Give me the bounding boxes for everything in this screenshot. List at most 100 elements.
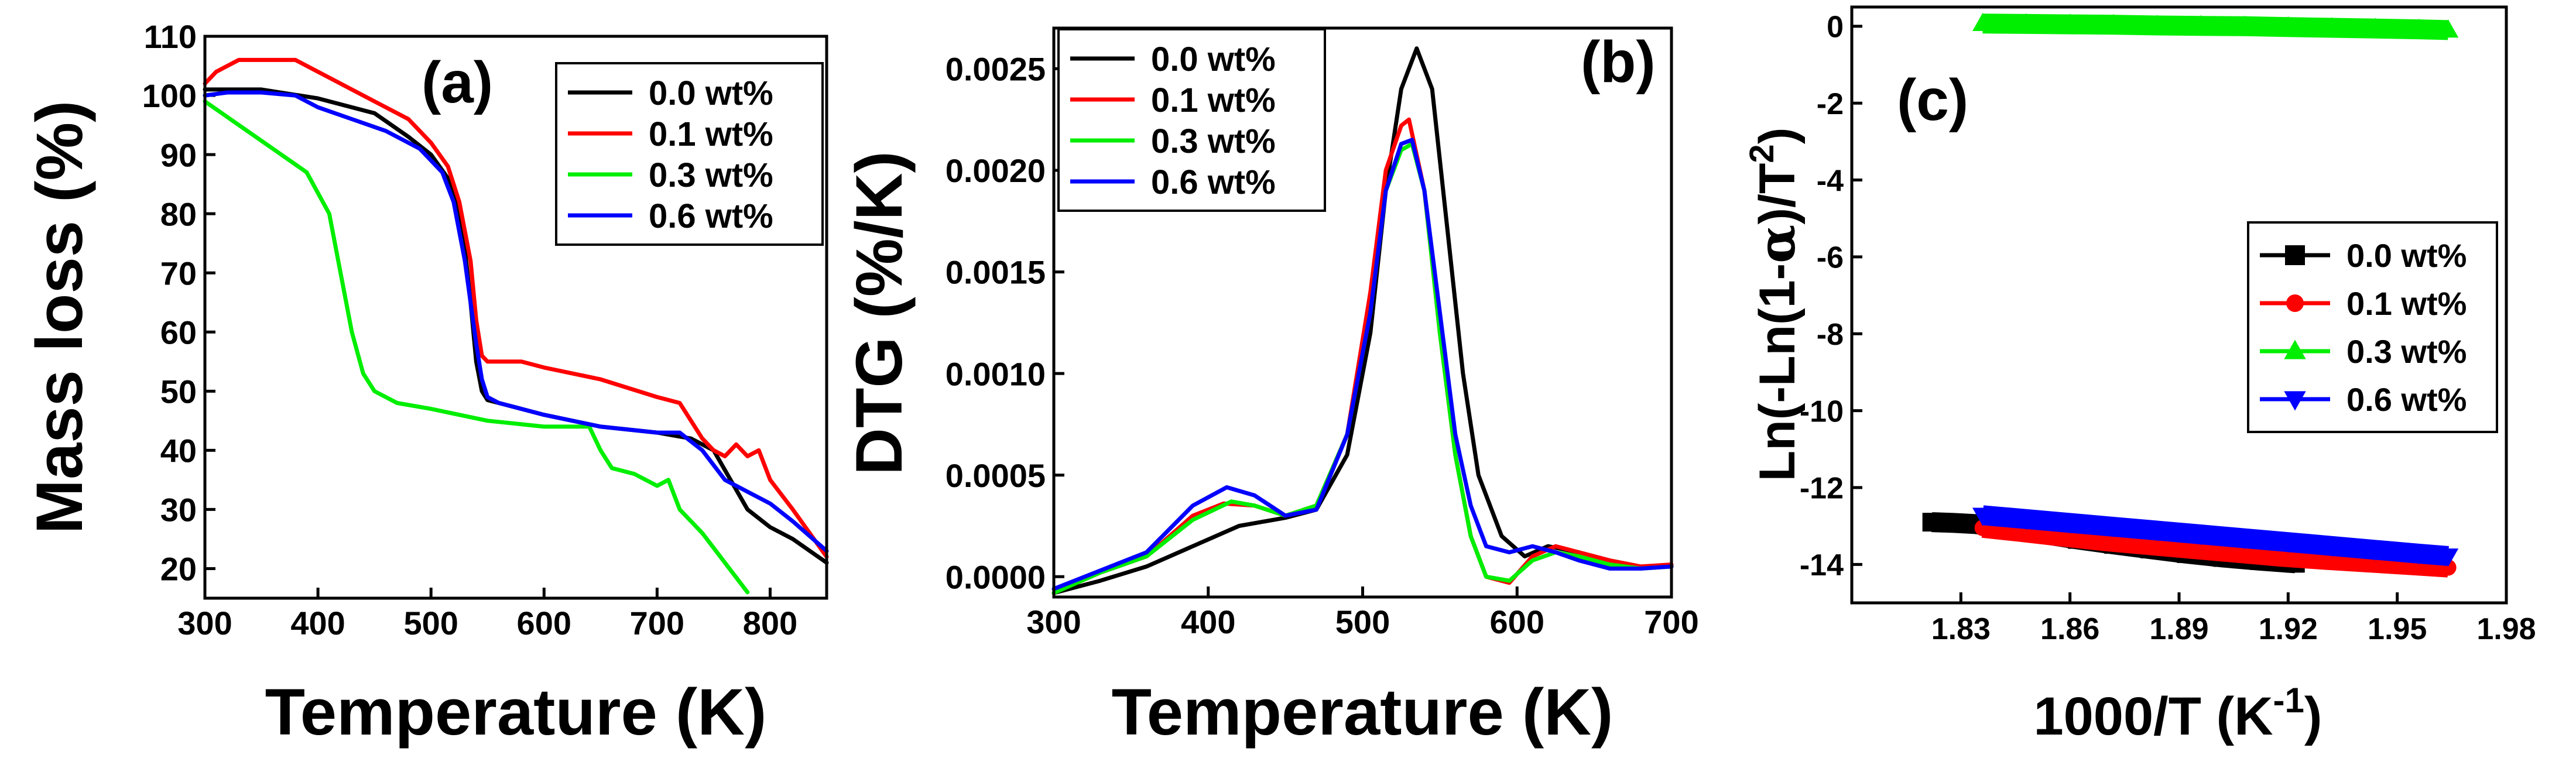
panel-c-legend-label-3: 0.6 wt% xyxy=(2347,381,2467,418)
panel-b-xtick-label: 700 xyxy=(1644,603,1698,640)
panel-a-ytick-label: 60 xyxy=(160,314,197,351)
panel-a: 300 400 500 600 700 800 20 30 40 50 60 70 80 90 100 110… xyxy=(23,18,829,749)
panel-a-ytick-label: 100 xyxy=(142,77,197,114)
panel-c-point-2 xyxy=(2016,13,2037,32)
panel-c-frame xyxy=(1850,5,2508,605)
panel-a-legend-label-3: 0.6 wt% xyxy=(649,197,773,235)
panel-b-xtick-label: 400 xyxy=(1181,603,1235,640)
panel-a-ytick-label: 30 xyxy=(160,492,197,529)
panel-b-xtick-label: 500 xyxy=(1335,603,1390,640)
svg-text:Ln(-Ln(1-α)/T2): Ln(-Ln(1-α)/T2) xyxy=(1743,128,1807,482)
panel-a-xtick-label: 300 xyxy=(177,605,232,641)
panel-a-xtick-label: 800 xyxy=(743,605,797,641)
panel-a-frame xyxy=(203,35,828,600)
panel-c-ytick-label: -6 xyxy=(1817,241,1844,275)
panel-c-point-1 xyxy=(2142,537,2159,554)
panel-c-point-1 xyxy=(2098,533,2115,550)
panel-a-ylabel: Mass loss (%) xyxy=(23,101,96,534)
panel-c-point-2 xyxy=(2438,19,2459,38)
panel-a-series-line-2 xyxy=(203,99,750,595)
panel-b-xtick-label: 600 xyxy=(1490,603,1544,640)
panel-c-point-3 xyxy=(2147,523,2168,541)
panel-c-ytick-label: -14 xyxy=(1800,548,1844,582)
panel-a-ytick-label: 70 xyxy=(160,255,197,291)
panel-c-xtick-label: 1.86 xyxy=(2040,612,2099,646)
panel-a-series-line-1 xyxy=(203,57,829,559)
panel-a-ytick-label: 90 xyxy=(160,136,197,173)
panel-c-point-2 xyxy=(2365,18,2386,36)
panel-a-plot: 300 400 500 600 700 800 20 30 40 50 60 70 80 90 100 110 xyxy=(142,18,829,641)
panel-c-legend-marker-2 xyxy=(2284,339,2306,359)
panel-a-ytick-label: 50 xyxy=(160,373,197,410)
panel-c-point-0 xyxy=(1944,513,1963,533)
panel-a-xlabel: Temperature (K) xyxy=(265,675,767,749)
panel-c-point-3 xyxy=(2103,519,2124,538)
panel-c-xtick-label: 1.89 xyxy=(2149,612,2208,646)
panel-b-ytick-label: 0.0025 xyxy=(946,51,1046,88)
panel-a-label: (a) xyxy=(422,50,493,115)
panel-a-legend-label-1: 0.1 wt% xyxy=(649,115,773,153)
panel-c-series-band-3 xyxy=(1982,505,2449,566)
panel-c-label: (c) xyxy=(1897,67,1968,133)
panel-b-ylabel: DTG (%/K) xyxy=(842,151,916,475)
panel-c-xlabel: 1000/T (K-1) xyxy=(2033,681,2322,746)
panel-b-plot: 300 400 500 600 700 0.0000 0.0005 0.0010 0.0015 0… xyxy=(946,46,1699,640)
panel-b-label: (b) xyxy=(1581,29,1656,95)
panel-c-point-3 xyxy=(1972,507,1993,526)
panel-c-point-3 xyxy=(2234,530,2255,550)
panel-a-ytick-label: 20 xyxy=(160,551,197,588)
panel-b-legend: 0.0 wt%0.1 wt%0.3 wt%0.6 wt% xyxy=(1057,28,1326,212)
panel-a-legend: 0.0 wt%0.1 wt%0.3 wt%0.6 wt% xyxy=(555,62,824,246)
panel-c-point-3 xyxy=(2190,527,2211,546)
panel-c-legend-label-1: 0.1 wt% xyxy=(2347,285,2467,322)
panel-b-ytick-label: 0.0020 xyxy=(946,152,1046,189)
panel-c-series-band-2 xyxy=(1982,13,2449,40)
panel-b-frame xyxy=(1052,26,1673,599)
panel-c-plot: 1.83 1.86 1.89 1.92 1.95 1.98 0 -2 -4 -6 -8 -10 -12 -… xyxy=(1800,11,2536,646)
panel-c-point-2 xyxy=(2060,13,2081,32)
panel-c-legend: 0.0 wt% 0.1 wt% 0.3 wt% 0.6 wt% xyxy=(2247,221,2498,433)
panel-c-point-1 xyxy=(2272,548,2289,565)
panel-c-point-2 xyxy=(2277,16,2298,35)
panel-c-point-3 xyxy=(2365,542,2386,561)
panel-c-point-3 xyxy=(2321,538,2342,557)
panel-b-ytick-label: 0.0010 xyxy=(946,355,1046,392)
panel-c-point-2 xyxy=(2190,15,2211,33)
panel-c-point-3 xyxy=(2438,548,2459,567)
panel-c-xtick-label: 1.98 xyxy=(2476,612,2536,646)
panel-b-ytick-label: 0.0015 xyxy=(946,254,1046,291)
panel-a-legend-label-0: 0.0 wt% xyxy=(649,74,773,112)
panel-c-point-3 xyxy=(2016,512,2037,530)
panel-c-ytick-label: -8 xyxy=(1817,318,1844,352)
panel-c-point-0 xyxy=(1922,513,1941,532)
panel-b: 300 400 500 600 700 0.0000 0.0005 0.0010 0.0015 0… xyxy=(842,26,1699,749)
panel-a-ytick-label: 110 xyxy=(144,18,197,55)
panel-b-xtick-label: 300 xyxy=(1026,603,1081,640)
panel-c-point-2 xyxy=(2103,13,2124,33)
panel-b-legend-label-2: 0.3 wt% xyxy=(1151,122,1276,160)
panel-c-point-3 xyxy=(2060,515,2081,534)
panel-c-point-2 xyxy=(2234,15,2255,34)
panel-b-series-line-3 xyxy=(1051,138,1674,591)
panel-c-legend-marker-0 xyxy=(2285,245,2305,265)
panel-c-point-2 xyxy=(2321,17,2342,36)
panel-c-point-1 xyxy=(2229,544,2246,561)
panel-c-point-3 xyxy=(2277,534,2298,553)
panel-a-ytick-label: 80 xyxy=(160,195,197,232)
panel-b-ytick-label: 0.0005 xyxy=(946,457,1046,494)
panel-c-legend-marker-3 xyxy=(2284,391,2306,411)
panel-c-ylabel: Ln(-Ln(1-α)/T2) xyxy=(1743,128,1807,482)
panel-a-xtick-label: 600 xyxy=(517,605,571,641)
panel-c-ytick-label: -4 xyxy=(1817,164,1844,198)
panel-a-legend-label-2: 0.3 wt% xyxy=(649,156,773,194)
panel-c-point-2 xyxy=(2409,18,2430,37)
panel-c-ytick-label: -2 xyxy=(1817,87,1844,121)
panel-a-xtick-label: 700 xyxy=(630,605,684,641)
panel-c-xtick-label: 1.92 xyxy=(2259,612,2318,646)
svg-text:1000/T (K-1): 1000/T (K-1) xyxy=(2033,681,2322,746)
panel-c-legend-label-2: 0.3 wt% xyxy=(2347,333,2467,370)
panel-a-ytick-label: 40 xyxy=(160,433,197,469)
panel-c-point-2 xyxy=(1972,12,1993,32)
